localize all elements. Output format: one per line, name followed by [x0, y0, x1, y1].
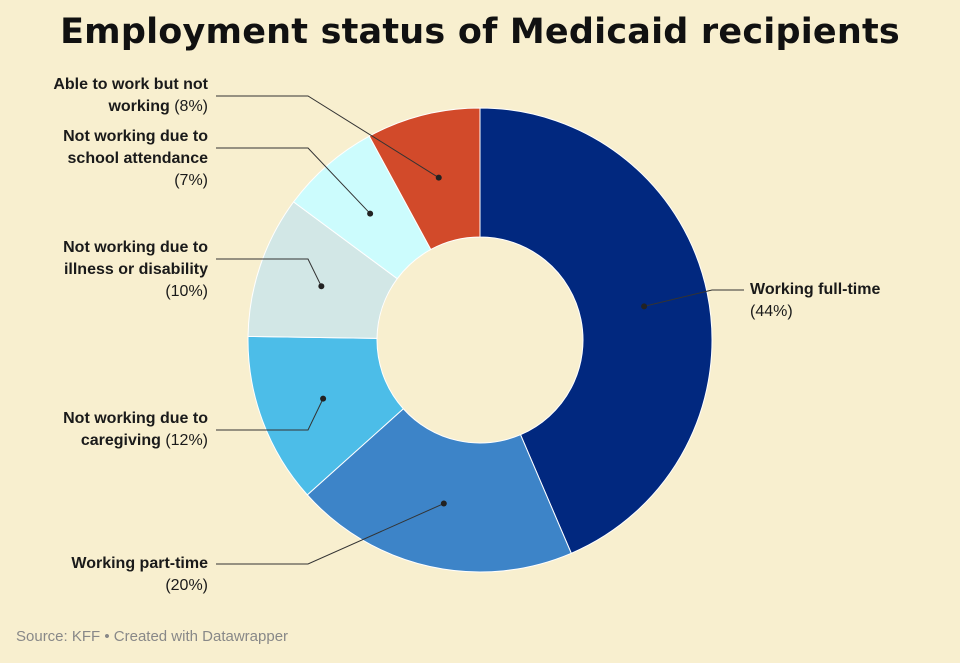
leader-line [216, 147, 371, 214]
slice-working-part-time [306, 408, 572, 573]
leader-line [216, 95, 440, 179]
slice-able-to-work-but-not-working [368, 107, 481, 251]
slices-group [247, 107, 713, 573]
leader-line [216, 398, 324, 431]
source-note: Source: KFF • Created with Datawrapper [16, 628, 289, 645]
labels-group: Working full-time (44%) Working part-time(… [53, 76, 880, 594]
slice-label: Not working due to school attendance (7%) [63, 128, 208, 189]
leader-dot [641, 303, 648, 310]
leader-dot [435, 174, 442, 181]
leader-line [643, 289, 744, 307]
slice-label: Working part-time (20%) [71, 555, 208, 594]
leader-line [216, 503, 445, 565]
leader-dot [318, 283, 325, 290]
slice-label: Not working due to caregiving (12%) [63, 410, 208, 449]
chart-title: Employment status of Medicaid recipients [60, 12, 900, 52]
leader-dot [367, 210, 374, 217]
leader-dot [440, 500, 447, 507]
slice-working-full-time [479, 107, 713, 554]
leader-line [216, 258, 322, 287]
slice-label: Not working due to illness or disability(… [63, 239, 208, 300]
slice-label: Able to work but not working (8%) [53, 76, 208, 115]
leader-dot [320, 395, 327, 402]
slice-label: Working full-time (44%) [750, 281, 880, 320]
